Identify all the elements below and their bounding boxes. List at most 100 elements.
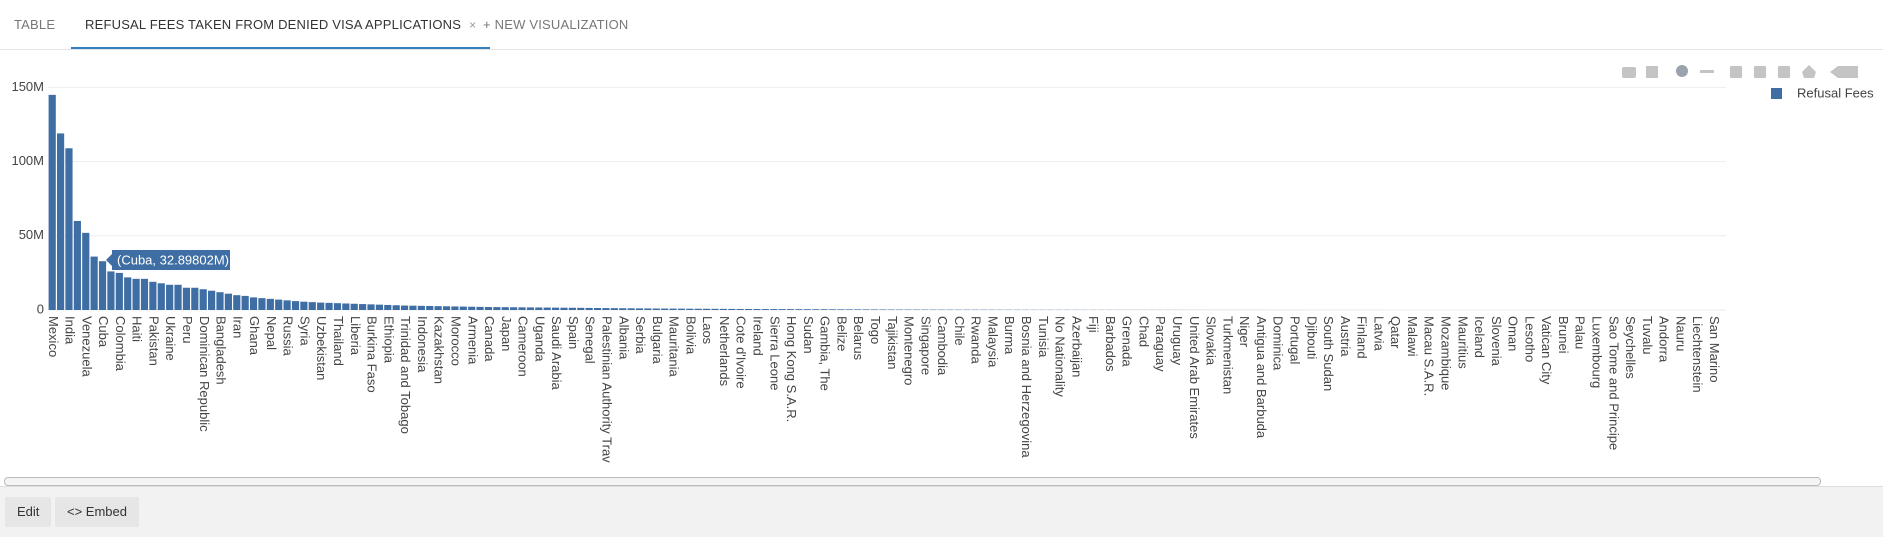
embed-button[interactable]: <> Embed — [55, 497, 139, 527]
x-tick-label: Tuvalu — [1640, 316, 1655, 355]
x-tick-label: Montenegro — [902, 316, 917, 385]
bar — [292, 301, 299, 310]
x-tick-label: Kazakhstan — [432, 316, 447, 384]
x-tick-label: Grenada — [1120, 316, 1135, 367]
x-tick-label: South Sudan — [1321, 316, 1336, 391]
x-tick-label: Hong Kong S.A.R. — [784, 316, 799, 422]
bar — [829, 309, 836, 310]
tab-active[interactable]: REFUSAL FEES TAKEN FROM DENIED VISA APPL… — [71, 0, 490, 49]
bar — [133, 279, 140, 310]
x-tick-label: Netherlands — [717, 316, 732, 387]
x-tick-label: Oman — [1506, 316, 1521, 351]
bar — [91, 257, 98, 310]
bar — [124, 277, 131, 310]
x-tick-label: Austria — [1338, 316, 1353, 357]
bar — [728, 309, 735, 310]
bar — [149, 282, 156, 310]
x-tick-label: Paraguay — [1153, 316, 1168, 372]
bar — [393, 305, 400, 310]
x-tick-label: Portugal — [1287, 316, 1302, 365]
zoom-icon[interactable] — [1676, 65, 1688, 77]
x-tick-label: Mozambique — [1438, 316, 1453, 390]
bar — [418, 306, 425, 310]
x-tick-label: Russia — [281, 316, 296, 357]
bar — [468, 307, 475, 310]
bar — [636, 308, 643, 310]
bar — [577, 308, 584, 310]
bar — [888, 309, 895, 310]
x-tick-label: Sao Tome and Principe — [1606, 316, 1621, 450]
bar — [309, 302, 316, 310]
x-tick-label: Bangladesh — [214, 316, 229, 385]
bar — [560, 308, 567, 310]
pan-icon[interactable] — [1700, 70, 1714, 73]
tab[interactable]: TABLE — [14, 0, 55, 48]
tab-label: REFUSAL FEES TAKEN FROM DENIED VISA APPL… — [85, 17, 461, 32]
zoom-in-icon[interactable] — [1730, 66, 1742, 78]
x-tick-label: Tunisia — [1036, 316, 1051, 358]
bar — [502, 307, 509, 310]
x-tick-label: Palestinian Authority Trav — [599, 316, 614, 463]
bar — [678, 309, 685, 310]
autoscale-icon[interactable] — [1778, 66, 1790, 78]
bar — [233, 295, 240, 310]
bar — [795, 309, 802, 310]
bar — [644, 308, 651, 310]
bar — [737, 309, 744, 310]
x-tick-label: San Marino — [1707, 316, 1722, 382]
y-tick-label: 150M — [11, 79, 44, 94]
bar — [116, 273, 123, 310]
tab-close[interactable]: × — [469, 18, 476, 32]
bar — [443, 306, 450, 310]
x-tick-label: Belize — [834, 316, 849, 351]
x-tick-label: Luxembourg — [1590, 316, 1605, 388]
x-tick-label: Dominica — [1271, 316, 1286, 371]
edit-button[interactable]: Edit — [5, 497, 51, 527]
x-tick-label: Senegal — [583, 316, 598, 364]
bar — [661, 309, 668, 310]
bar — [460, 307, 467, 310]
x-tick-label: Chile — [952, 316, 967, 346]
legend-swatch — [1771, 88, 1782, 99]
reset-icon[interactable] — [1802, 65, 1816, 78]
bar — [359, 304, 366, 310]
bar — [367, 304, 374, 310]
bar — [552, 308, 559, 310]
x-tick-label: Antigua and Barbuda — [1254, 316, 1269, 439]
x-tick-label: Liechtenstein — [1690, 316, 1705, 393]
zoom-out-icon[interactable] — [1754, 66, 1766, 78]
x-tick-label: Laos — [700, 316, 715, 345]
x-tick-label: Mexico — [46, 316, 61, 357]
modebar — [1622, 65, 1858, 78]
x-tick-label: Trinidad and Tobago — [398, 316, 413, 434]
x-tick-label: India — [63, 316, 78, 345]
x-tick-label: Andorra — [1657, 316, 1672, 363]
x-tick-label: Slovakia — [1204, 316, 1219, 366]
bar — [225, 294, 232, 310]
x-tick-label: Nepal — [264, 316, 279, 350]
bar — [846, 309, 853, 310]
x-tick-label: Macau S.A.R. — [1422, 316, 1437, 396]
bar — [711, 309, 718, 310]
bar — [611, 308, 618, 310]
bar — [653, 309, 660, 310]
scrollbar[interactable] — [4, 477, 1821, 486]
save-icon[interactable] — [1646, 66, 1658, 78]
x-tick-label: Liberia — [348, 316, 363, 356]
x-tick-label: Qatar — [1388, 316, 1403, 349]
spike-icon[interactable] — [1830, 66, 1858, 78]
camera-icon[interactable] — [1622, 67, 1636, 78]
x-tick-label: Morocco — [448, 316, 463, 366]
tab[interactable]: + NEW VISUALIZATION — [483, 0, 629, 48]
x-tick-label: Haiti — [130, 316, 145, 342]
bar — [619, 308, 626, 310]
x-tick-label: Ukraine — [163, 316, 178, 361]
bar — [770, 309, 777, 310]
x-tick-label: Belarus — [851, 316, 866, 361]
x-tick-label: Bosnia and Herzegovina — [1019, 316, 1034, 458]
x-tick-label: Ireland — [751, 316, 766, 356]
bar — [862, 309, 869, 310]
